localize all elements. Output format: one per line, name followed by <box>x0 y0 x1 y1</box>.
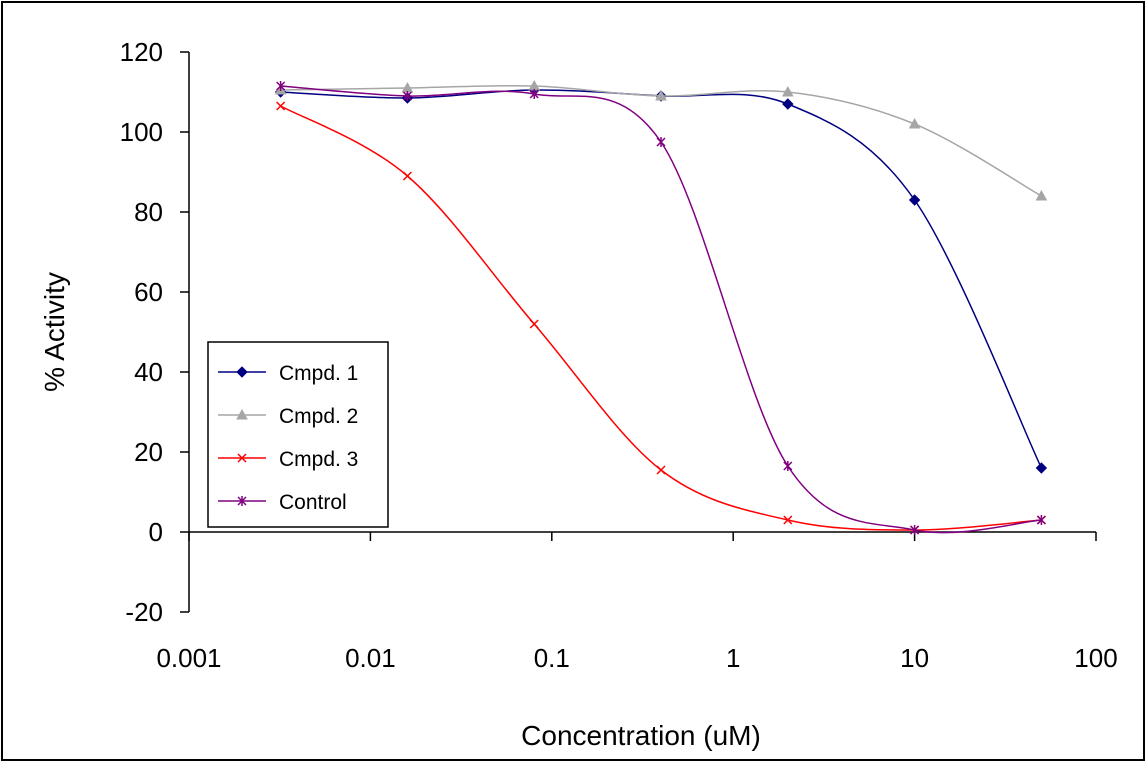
legend-item-cmpd-2: Cmpd. 2 <box>218 405 358 428</box>
data-point-cmpd-2 <box>781 85 794 97</box>
data-point-control <box>529 89 539 99</box>
y-tick-label: 40 <box>134 357 163 387</box>
y-tick-label: -20 <box>125 597 163 627</box>
x-tick-label: 0.01 <box>345 643 396 673</box>
legend-item-cmpd-1: Cmpd. 1 <box>218 362 358 385</box>
series-control <box>276 81 1046 535</box>
x-tick-label: 0.1 <box>534 643 570 673</box>
data-point-cmpd-2 <box>655 89 667 101</box>
y-axis-title: % Activity <box>39 272 70 392</box>
y-tick-label: 0 <box>149 517 163 547</box>
x-axis-title: Concentration (uM) <box>521 720 761 751</box>
data-point-cmpd-2 <box>1035 189 1048 201</box>
legend-label-cmpd-1: Cmpd. 1 <box>279 362 358 385</box>
data-point-cmpd-1 <box>1035 462 1048 474</box>
data-point-cmpd-3-stroke <box>529 319 539 329</box>
data-point-control <box>1036 515 1046 525</box>
legend-marker-cmpd-3 <box>237 453 247 463</box>
data-point-control <box>656 137 666 147</box>
data-point-cmpd-1 <box>908 194 921 206</box>
data-point-control <box>276 81 286 91</box>
data-point-cmpd-3 <box>402 171 412 181</box>
series-cmpd-2 <box>274 79 1048 201</box>
data-point-cmpd-2 <box>908 117 921 129</box>
x-tick-label: 1 <box>726 643 740 673</box>
data-point-cmpd-3-stroke <box>402 171 412 181</box>
legend-item-cmpd-3: Cmpd. 3 <box>218 448 358 471</box>
data-point-control <box>783 461 793 471</box>
data-point-cmpd-3 <box>276 101 286 111</box>
legend-label-control: Control <box>279 491 347 514</box>
data-point-control <box>402 91 412 101</box>
y-tick-label: 80 <box>134 197 163 227</box>
x-tick-label: 100 <box>1074 643 1117 673</box>
data-point-cmpd-3-stroke <box>276 101 286 111</box>
data-point-cmpd-1 <box>782 98 794 110</box>
legend: Cmpd. 1 Cmpd. 2 Cmpd. 3 Control <box>207 341 389 528</box>
data-point-control <box>910 525 920 535</box>
data-point-cmpd-3 <box>656 465 666 475</box>
data-point-cmpd-3-stroke <box>783 515 793 525</box>
data-point-cmpd-3 <box>529 319 539 329</box>
legend-marker-cmpd-2 <box>236 408 248 420</box>
x-tick-label: 10 <box>900 643 929 673</box>
data-point-cmpd-3-stroke <box>656 465 666 475</box>
legend-marker-control <box>237 496 247 506</box>
y-tick-label: 20 <box>134 437 163 467</box>
data-point-cmpd-3 <box>783 515 793 525</box>
legend-label-cmpd-3: Cmpd. 3 <box>279 448 358 471</box>
legend-item-control: Control <box>218 491 347 514</box>
legend-marker-cmpd-1 <box>236 366 248 378</box>
y-tick-label: 120 <box>120 37 163 67</box>
x-tick-label: 0.001 <box>156 643 221 673</box>
y-tick-label: 100 <box>120 117 163 147</box>
axes: 120 100 80 60 40 20 0 -20 0.001 0.01 0.1 1 10 100 <box>120 37 1118 673</box>
legend-label-cmpd-2: Cmpd. 2 <box>279 405 358 428</box>
series-layer <box>274 79 1048 535</box>
y-tick-label: 60 <box>134 277 163 307</box>
legend-marker-cmpd-3-stroke <box>237 453 247 463</box>
series-line-control <box>280 85 1042 534</box>
